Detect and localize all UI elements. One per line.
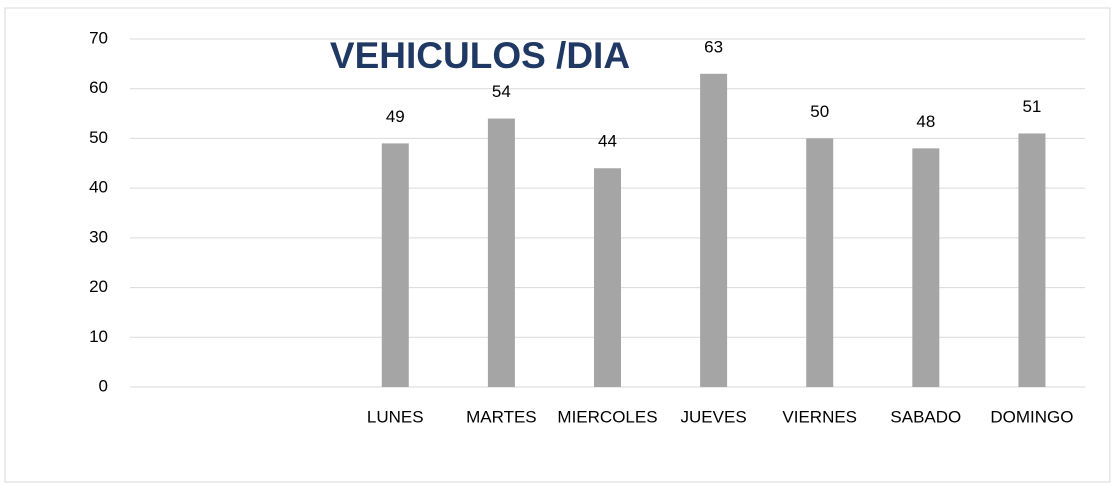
y-tick-label: 70 (89, 28, 108, 47)
data-label: 48 (916, 112, 935, 131)
data-label: 51 (1022, 97, 1041, 116)
bar (1018, 133, 1046, 387)
y-tick-label: 10 (89, 327, 108, 346)
y-tick-label: 60 (89, 78, 108, 97)
x-tick-label: JUEVES (681, 407, 747, 426)
bar (912, 148, 940, 387)
x-tick-label: MARTES (466, 407, 537, 426)
data-label: 49 (386, 107, 405, 126)
chart-title: VEHICULOS /DIA (330, 35, 630, 76)
data-label: 63 (704, 37, 723, 56)
data-label: 44 (598, 132, 617, 151)
bar (487, 118, 515, 388)
bar (806, 138, 834, 387)
y-tick-label: 20 (89, 277, 108, 296)
bar (700, 73, 728, 388)
x-tick-label: SABADO (890, 407, 961, 426)
data-label: 54 (492, 82, 511, 101)
y-tick-label: 0 (99, 376, 108, 395)
y-tick-label: 50 (89, 128, 108, 147)
data-label: 50 (810, 102, 829, 121)
y-tick-label: 40 (89, 178, 108, 197)
bar (381, 143, 409, 387)
x-tick-label: VIERNES (782, 407, 857, 426)
x-tick-label: MIERCOLES (557, 407, 657, 426)
x-tick-label: LUNES (367, 407, 424, 426)
x-tick-label: DOMINGO (990, 407, 1073, 426)
bar (594, 168, 621, 387)
y-tick-label: 30 (89, 227, 108, 246)
